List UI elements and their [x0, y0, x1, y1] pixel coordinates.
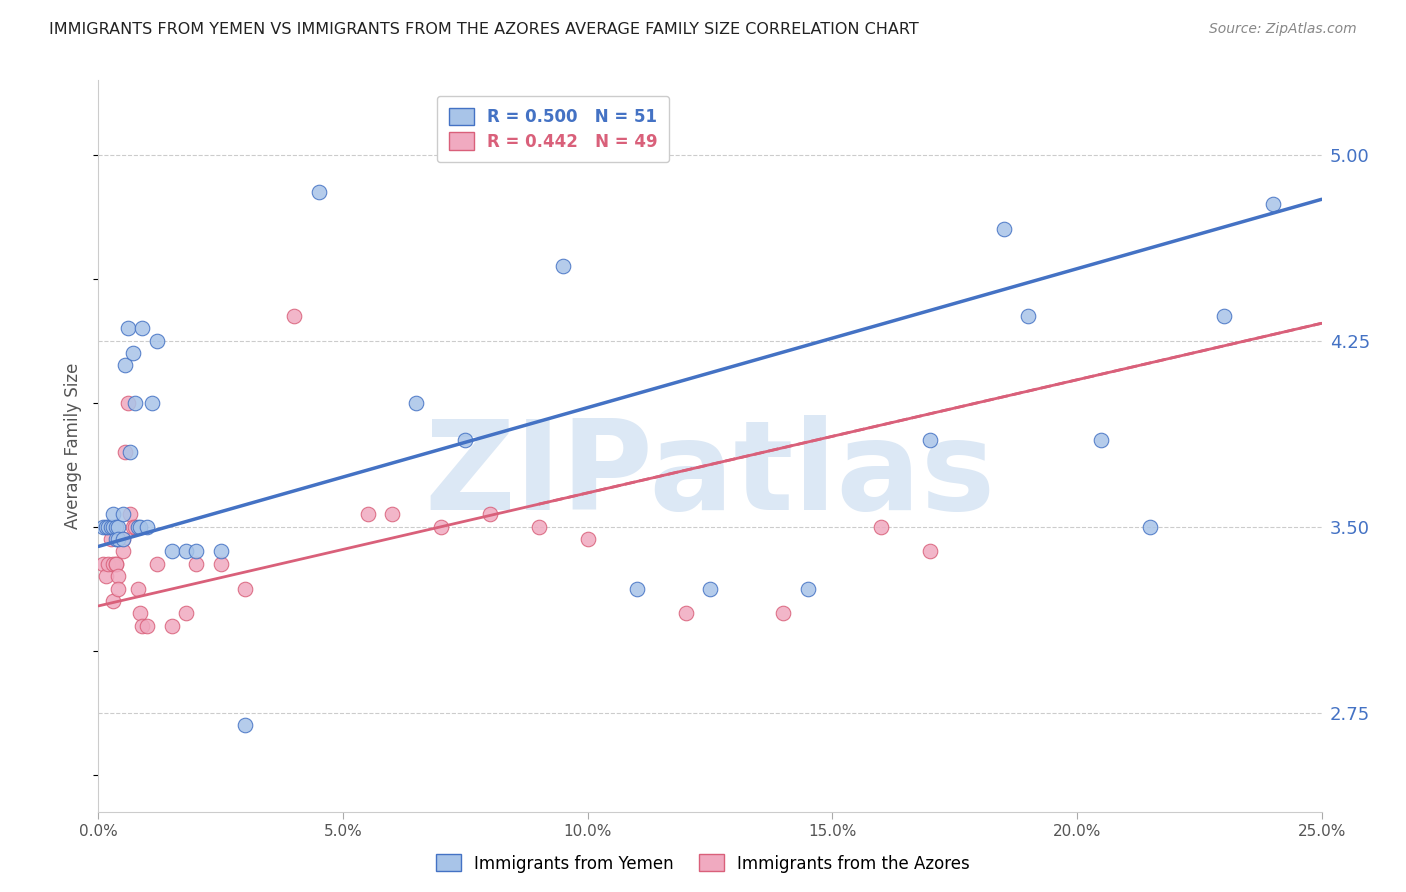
Point — [209, 544, 232, 558]
Legend: R = 0.500   N = 51, R = 0.442   N = 49: R = 0.500 N = 51, R = 0.442 N = 49 — [437, 96, 669, 162]
Point — [131, 619, 153, 633]
Point — [381, 507, 404, 521]
Point — [160, 619, 183, 633]
Point — [136, 619, 159, 633]
Point — [91, 557, 114, 571]
Point — [430, 519, 453, 533]
Text: IMMIGRANTS FROM YEMEN VS IMMIGRANTS FROM THE AZORES AVERAGE FAMILY SIZE CORRELAT: IMMIGRANTS FROM YEMEN VS IMMIGRANTS FROM… — [49, 22, 920, 37]
Point — [111, 507, 134, 521]
Point — [308, 185, 330, 199]
Text: ZIPatlas: ZIPatlas — [425, 415, 995, 536]
Point — [1139, 519, 1161, 533]
Point — [91, 519, 114, 533]
Point — [920, 433, 942, 447]
Point — [101, 557, 124, 571]
Point — [120, 507, 142, 521]
Point — [124, 395, 146, 409]
Point — [111, 532, 134, 546]
Point — [478, 507, 501, 521]
Point — [111, 532, 134, 546]
Point — [127, 519, 149, 533]
Point — [129, 519, 152, 533]
Point — [233, 582, 256, 596]
Point — [131, 321, 153, 335]
Point — [186, 544, 208, 558]
Point — [124, 519, 146, 533]
Point — [107, 582, 129, 596]
Point — [1212, 309, 1234, 323]
Legend: Immigrants from Yemen, Immigrants from the Azores: Immigrants from Yemen, Immigrants from t… — [429, 847, 977, 880]
Point — [104, 557, 127, 571]
Point — [160, 544, 183, 558]
Point — [405, 395, 427, 409]
Point — [146, 334, 169, 348]
Point — [454, 433, 477, 447]
Point — [146, 557, 169, 571]
Point — [104, 519, 127, 533]
Y-axis label: Average Family Size: Average Family Size — [65, 363, 83, 529]
Point — [283, 309, 305, 323]
Point — [176, 544, 198, 558]
Point — [94, 519, 117, 533]
Point — [870, 519, 893, 533]
Point — [129, 607, 152, 621]
Point — [117, 395, 139, 409]
Point — [104, 532, 127, 546]
Point — [136, 519, 159, 533]
Point — [121, 519, 143, 533]
Point — [1261, 197, 1284, 211]
Point — [94, 569, 117, 583]
Point — [141, 395, 163, 409]
Point — [100, 532, 122, 546]
Point — [114, 445, 136, 459]
Point — [920, 544, 942, 558]
Point — [1090, 433, 1112, 447]
Point — [699, 582, 721, 596]
Point — [527, 519, 550, 533]
Point — [107, 569, 129, 583]
Point — [553, 259, 575, 273]
Point — [97, 557, 120, 571]
Point — [117, 321, 139, 335]
Point — [101, 594, 124, 608]
Point — [101, 519, 124, 533]
Point — [1017, 309, 1039, 323]
Point — [772, 607, 794, 621]
Point — [114, 359, 136, 373]
Point — [111, 544, 134, 558]
Point — [675, 607, 697, 621]
Point — [127, 582, 149, 596]
Point — [107, 519, 129, 533]
Point — [121, 346, 143, 360]
Point — [97, 519, 120, 533]
Text: Source: ZipAtlas.com: Source: ZipAtlas.com — [1209, 22, 1357, 37]
Point — [120, 445, 142, 459]
Point — [107, 532, 129, 546]
Point — [233, 718, 256, 732]
Point — [209, 557, 232, 571]
Point — [356, 507, 378, 521]
Point — [101, 507, 124, 521]
Point — [100, 519, 122, 533]
Point — [993, 222, 1015, 236]
Point — [626, 582, 648, 596]
Point — [186, 557, 208, 571]
Point — [176, 607, 198, 621]
Point — [104, 557, 127, 571]
Point — [576, 532, 599, 546]
Point — [797, 582, 820, 596]
